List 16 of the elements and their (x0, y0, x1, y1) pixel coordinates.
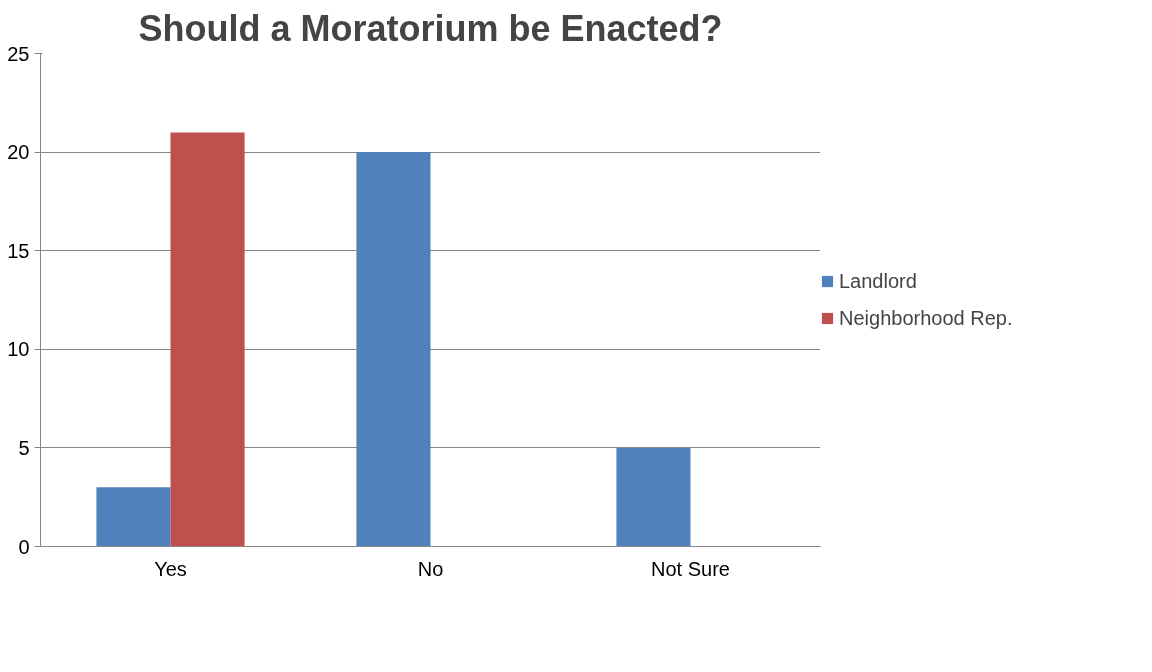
x-tick-label: Not Sure (651, 557, 730, 580)
y-tick-label: 20 (7, 141, 30, 164)
y-tick-label: 5 (18, 436, 30, 459)
bar (616, 447, 691, 547)
y-tick-label: 25 (7, 42, 30, 65)
chart-title: Should a Moratorium be Enacted? (138, 7, 723, 49)
x-tick-label: Yes (154, 557, 187, 580)
bar (356, 152, 431, 547)
y-tick-label: 0 (18, 535, 30, 558)
legend-label: Neighborhood Rep. (839, 306, 1013, 330)
bar (96, 487, 171, 547)
bar (170, 132, 245, 547)
y-tick-label: 15 (7, 239, 30, 262)
y-tick-label: 10 (7, 338, 30, 361)
x-tick-label: No (417, 557, 444, 580)
legend-label: Landlord (839, 269, 917, 293)
